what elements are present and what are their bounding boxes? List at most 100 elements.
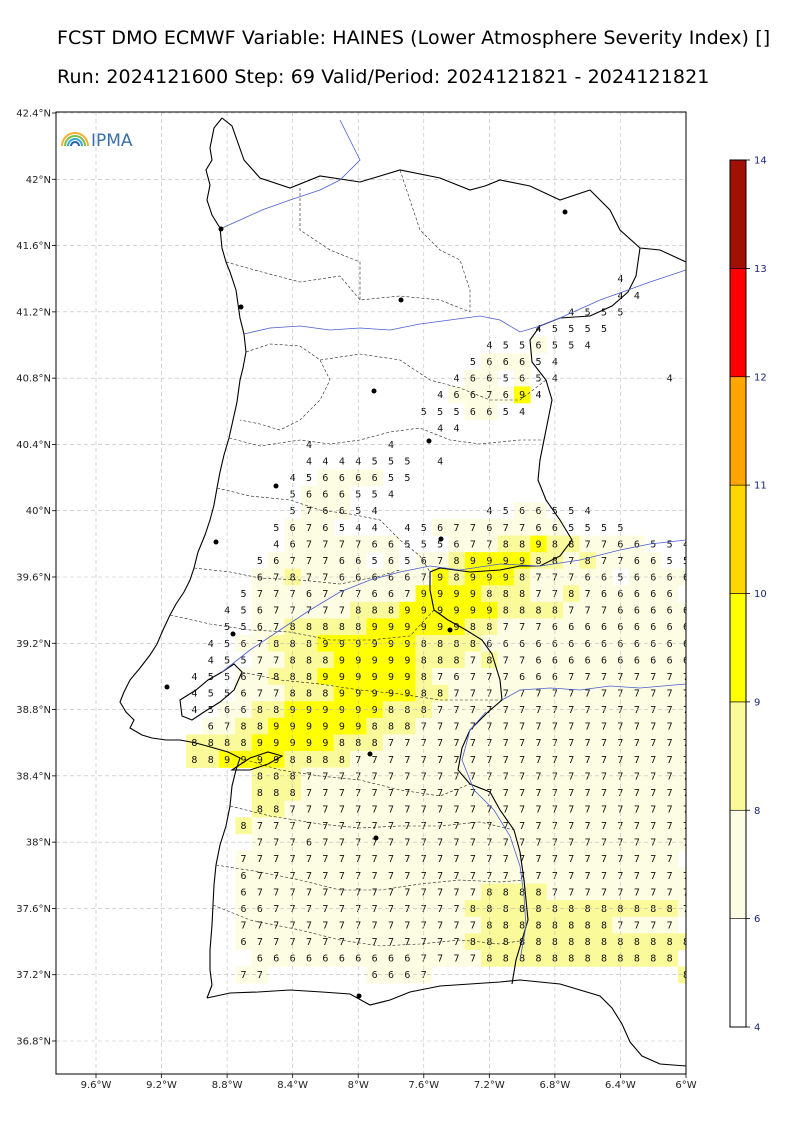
haines-value: 8 — [519, 904, 525, 915]
haines-cell — [661, 900, 679, 918]
haines-cell — [563, 784, 580, 802]
haines-value: 7 — [486, 672, 492, 683]
haines-cell — [513, 353, 531, 371]
haines-value: 5 — [224, 672, 230, 683]
haines-value: 7 — [306, 523, 312, 534]
haines-value: 7 — [699, 722, 705, 733]
haines-value: 7 — [486, 539, 492, 550]
haines-cell — [711, 1016, 728, 1033]
haines-value: 9 — [470, 589, 476, 600]
haines-value: 4 — [388, 440, 394, 451]
haines-value: 4 — [339, 457, 345, 468]
haines-cell — [481, 800, 498, 818]
haines-cell — [513, 883, 531, 901]
map-subtitle: Run: 2024121600 Step: 69 Valid/Period: 2… — [57, 66, 710, 88]
haines-value: 7 — [257, 871, 263, 882]
haines-cell — [563, 535, 580, 553]
haines-cell — [661, 833, 679, 851]
haines-cell — [431, 618, 449, 636]
haines-cell — [218, 717, 236, 735]
haines-value: 7 — [273, 573, 279, 584]
haines-value: 7 — [470, 539, 476, 550]
haines-value: 8 — [306, 655, 312, 666]
haines-value: 7 — [519, 738, 525, 749]
haines-cell — [268, 949, 285, 967]
haines-cell — [268, 734, 285, 752]
haines-cell — [268, 684, 285, 702]
haines-value: 7 — [683, 788, 689, 799]
haines-cell — [366, 585, 384, 603]
haines-value: 7 — [454, 788, 460, 799]
haines-cell — [513, 767, 531, 785]
haines-cell — [711, 718, 728, 735]
haines-value: 7 — [585, 854, 591, 865]
haines-value: 6 — [388, 954, 394, 965]
colorbar-tick-label: 11 — [754, 481, 767, 492]
haines-cell — [448, 949, 466, 967]
haines-cell — [300, 585, 318, 603]
haines-value: 8 — [454, 573, 460, 584]
haines-value: 5 — [404, 457, 410, 468]
haines-cell — [546, 535, 564, 553]
haines-value: 8 — [503, 539, 509, 550]
haines-cell — [595, 751, 613, 768]
haines-cell — [628, 618, 646, 636]
haines-value: 5 — [290, 490, 296, 501]
haines-cell — [251, 618, 269, 636]
haines-cell — [431, 916, 449, 934]
haines-cell — [431, 635, 449, 652]
haines-value: 7 — [339, 788, 345, 799]
haines-cell — [628, 867, 646, 884]
haines-cell — [300, 883, 318, 901]
haines-cell — [628, 833, 646, 851]
haines-value: 7 — [273, 655, 279, 666]
haines-cell — [628, 784, 646, 802]
haines-value: 7 — [454, 805, 460, 816]
haines-value: 7 — [585, 821, 591, 832]
haines-cell — [317, 784, 334, 802]
haines-cell — [235, 668, 252, 686]
haines-cell — [333, 684, 351, 702]
haines-value: 7 — [306, 539, 312, 550]
haines-value: 5 — [372, 490, 378, 501]
lon-tick-label: 8.8°W — [212, 1080, 243, 1091]
haines-value: 6 — [257, 904, 263, 915]
haines-cell — [530, 717, 547, 735]
haines-value: 7 — [306, 805, 312, 816]
haines-value: 6 — [634, 606, 640, 617]
haines-value: 7 — [519, 854, 525, 865]
haines-cell — [431, 767, 449, 785]
lon-tick-label: 8.4°W — [277, 1080, 308, 1091]
haines-value: 7 — [617, 854, 623, 865]
haines-cell — [464, 900, 482, 918]
haines-cell — [661, 618, 679, 636]
haines-value: 5 — [601, 523, 607, 534]
haines-cell — [694, 867, 711, 884]
haines-cell — [464, 701, 482, 719]
haines-cell — [513, 933, 531, 951]
haines-value: 8 — [503, 606, 509, 617]
haines-value: 5 — [224, 622, 230, 633]
haines-value: 7 — [667, 738, 673, 749]
haines-cell — [382, 751, 400, 768]
haines-cell — [661, 883, 679, 901]
haines-cell — [645, 668, 662, 686]
lat-tick-label: 41.6°N — [16, 241, 51, 252]
haines-cell — [513, 817, 531, 835]
haines-cell — [497, 784, 515, 802]
haines-cell — [333, 701, 351, 719]
haines-cell — [300, 651, 318, 669]
haines-value: 8 — [535, 921, 541, 932]
haines-value: 8 — [634, 937, 640, 948]
haines-value: 8 — [388, 722, 394, 733]
haines-value: 6 — [519, 357, 525, 368]
haines-value: 8 — [535, 606, 541, 617]
haines-value: 7 — [519, 771, 525, 782]
haines-value: 6 — [339, 473, 345, 484]
haines-cell — [382, 585, 400, 603]
haines-cell — [513, 386, 531, 404]
haines-value: 7 — [634, 755, 640, 766]
haines-value: 9 — [322, 722, 328, 733]
haines-value: 7 — [519, 838, 525, 849]
haines-value: 7 — [339, 821, 345, 832]
